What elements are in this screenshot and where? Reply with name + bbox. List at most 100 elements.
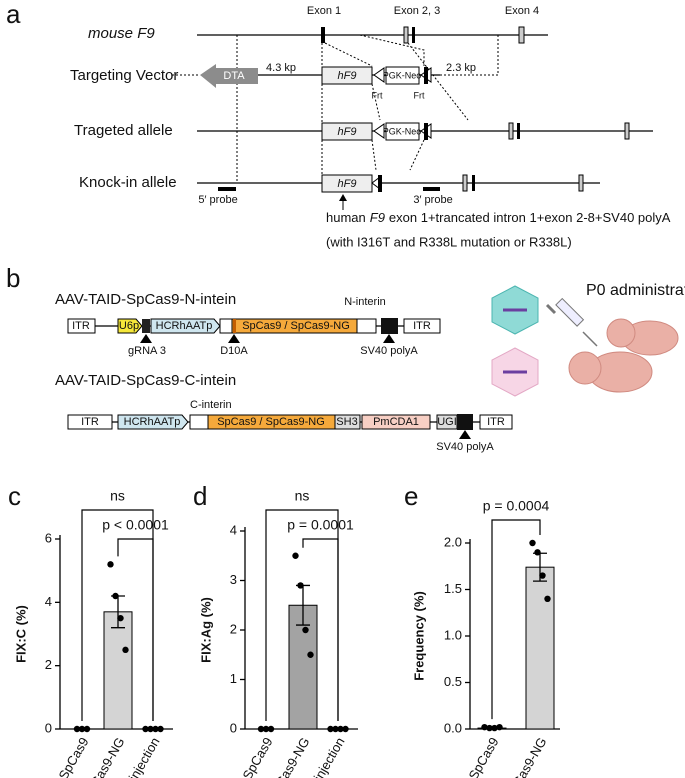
data-point <box>307 651 314 658</box>
significance-label: p = 0.0001 <box>287 517 354 533</box>
intein-box <box>356 318 377 334</box>
probe-label: 5′ probe <box>198 194 237 206</box>
x-tick-label: SpCas9-NG <box>502 735 550 778</box>
promoter-arrow <box>117 414 189 430</box>
y-tick-label: 2 <box>230 621 237 636</box>
note: (with I316T and R338L mutation or R338L) <box>326 234 572 249</box>
exon-label: Exon 4 <box>505 5 539 17</box>
d10a-label: D10A <box>220 345 248 357</box>
note-part: human <box>326 210 366 225</box>
data-point <box>297 582 304 589</box>
exon <box>508 122 514 140</box>
significance-label: ns <box>110 488 125 504</box>
vector-title: AAV-TAID-SpCas9-N-intein <box>55 291 236 308</box>
y-axis-label: FIX:C (%) <box>13 605 28 663</box>
cas9-label: SpCas9 / SpCas9-NG <box>242 320 350 332</box>
itr-box <box>67 414 113 430</box>
itr-label: ITR <box>72 320 90 332</box>
exon <box>517 123 520 139</box>
exon <box>403 26 409 44</box>
frt-label: Frt <box>414 90 425 100</box>
sh3-label: SH3 <box>336 416 357 428</box>
significance-bracket <box>491 519 541 720</box>
bar-chart: e Frequency (%) 0.0 0.5 1.0 1.5 2.0 SpCas9 SpCas… <box>404 481 560 778</box>
data-point <box>332 725 339 733</box>
exon <box>412 27 415 43</box>
y-tick-label: 6 <box>45 530 52 545</box>
exon <box>378 175 382 192</box>
polya-label: SV40 polyA <box>360 345 418 357</box>
panel-a: a mouse F9 Targeting Vector Trageted all… <box>6 0 671 249</box>
data-point <box>342 725 349 733</box>
data-point <box>534 549 541 556</box>
note-part: exon 1+trancated intron 1+exon 2-8+SV40 … <box>389 210 671 225</box>
probe <box>423 187 440 191</box>
box <box>219 318 233 334</box>
note: human F9 exon 1+trancated intron 1+exon 2-… <box>326 210 671 225</box>
arm-label: 2.3 kp <box>446 62 476 74</box>
exon <box>578 174 584 192</box>
data-point <box>142 725 149 733</box>
y-tick-label: 2 <box>45 657 52 672</box>
data-point <box>73 725 81 733</box>
polya-label: SV40 polyA <box>436 441 494 453</box>
significance-bracket <box>302 538 339 721</box>
data-point <box>117 614 124 622</box>
data-point <box>107 561 114 568</box>
guide-lines <box>236 34 499 183</box>
exon-label: Exon 2, 3 <box>394 5 440 17</box>
sh3-box <box>334 414 361 430</box>
probe <box>218 187 236 191</box>
hf9-label: hF9 <box>338 70 357 82</box>
data-point <box>147 725 154 733</box>
row-label: Knock-in allele <box>79 174 177 191</box>
data-point <box>292 552 299 559</box>
y-tick-label: 0 <box>230 720 237 735</box>
panel-label: d <box>193 481 207 511</box>
data-point <box>78 725 86 733</box>
intein-box <box>189 414 209 430</box>
data-point <box>112 592 119 600</box>
frt-label: Frt <box>372 90 383 100</box>
data-point <box>486 724 493 732</box>
itr-label: ITR <box>81 416 99 428</box>
exon <box>321 27 325 43</box>
significance-label: ns <box>295 488 310 504</box>
row-label: mouse F9 <box>88 25 155 42</box>
data-point <box>337 725 344 733</box>
y-tick-label: 1.0 <box>444 627 462 642</box>
vector-title: AAV-TAID-SpCas9-C-intein <box>55 372 236 389</box>
bar <box>103 611 133 730</box>
neo-box <box>385 66 420 85</box>
cas9-label: SpCas9 / SpCas9-NG <box>217 416 325 428</box>
polya-box <box>381 318 398 334</box>
marker <box>228 334 240 343</box>
marker <box>383 334 395 343</box>
marker <box>140 334 152 343</box>
neo-label: PGK-Neo <box>383 126 422 136</box>
promoter-label: HCRhAATp <box>156 320 213 332</box>
bar <box>288 604 318 730</box>
grna-label: gRNA 3 <box>128 345 166 357</box>
data-point <box>539 572 546 579</box>
data-point <box>157 725 164 733</box>
itr-box <box>479 414 513 430</box>
pmcda1-box <box>361 414 431 430</box>
syringe <box>545 297 598 347</box>
data-point <box>327 725 334 733</box>
neo-box <box>385 122 420 141</box>
dta-label: DTA <box>223 70 245 82</box>
y-axis-label: Frequency (%) <box>411 591 426 681</box>
y-tick-label: 0.5 <box>444 674 462 689</box>
row-label: Targeting Vector <box>70 67 178 84</box>
panel-label: c <box>8 481 21 511</box>
intein-label: N-interin <box>344 296 386 308</box>
itr-label: ITR <box>487 416 505 428</box>
exon-label: Exon 1 <box>307 5 341 17</box>
dta-arrow <box>200 64 258 88</box>
hf9-box <box>321 66 373 85</box>
note-part: F9 <box>370 210 385 225</box>
y-tick-label: 0 <box>45 720 52 735</box>
itr-box <box>403 318 441 334</box>
row-label: Trageted allele <box>74 122 173 139</box>
